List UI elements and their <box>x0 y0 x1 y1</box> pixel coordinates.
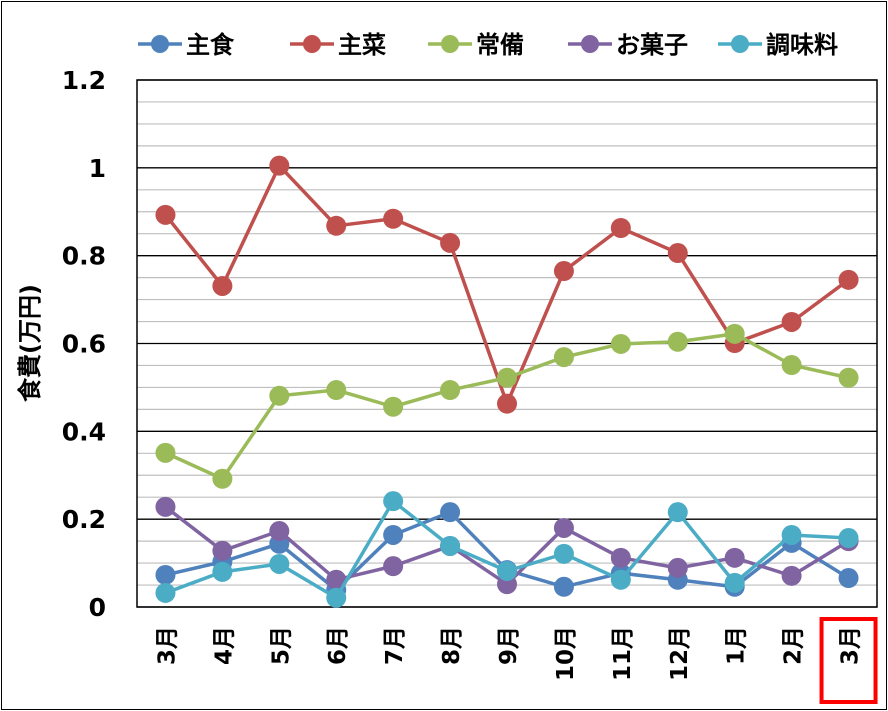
data-point <box>155 564 176 585</box>
data-point <box>440 380 461 401</box>
x-tick-label: 12月 <box>667 626 693 681</box>
data-point <box>724 547 745 568</box>
data-point <box>610 217 631 238</box>
data-point <box>440 232 461 253</box>
data-point <box>326 569 347 590</box>
legend-marker <box>303 35 321 53</box>
data-point <box>610 333 631 354</box>
legend-marker <box>581 35 599 53</box>
data-point <box>553 347 574 368</box>
data-point <box>667 331 688 352</box>
highlight-box <box>819 617 878 704</box>
data-point <box>212 275 233 296</box>
y-tick-label: 0.8 <box>62 242 106 271</box>
data-point <box>667 243 688 264</box>
data-point <box>155 582 176 603</box>
legend-label: 調味料 <box>766 31 838 59</box>
data-point <box>155 442 176 463</box>
legend-item: 調味料 <box>718 31 838 59</box>
y-tick-label: 0.2 <box>62 505 106 534</box>
legend-item: お菓子 <box>568 31 688 59</box>
data-point <box>269 521 290 542</box>
y-tick-label: 1 <box>89 154 106 183</box>
data-point <box>838 269 859 290</box>
data-point <box>440 502 461 523</box>
legend-marker <box>441 35 459 53</box>
legend-item: 主食 <box>138 31 235 59</box>
x-tick-label: 6月 <box>325 626 351 665</box>
x-tick-label: 2月 <box>781 626 807 665</box>
legend-label: お菓子 <box>616 31 688 59</box>
data-point <box>212 561 233 582</box>
legend-marker <box>731 35 749 53</box>
x-tick-label: 8月 <box>439 626 465 665</box>
y-tick-label: 0.4 <box>62 417 106 446</box>
legend-label: 主食 <box>186 31 235 59</box>
data-point <box>781 355 802 376</box>
data-point <box>326 587 347 608</box>
data-point <box>497 367 517 388</box>
data-point <box>326 380 347 401</box>
data-point <box>553 543 574 564</box>
data-point <box>497 393 517 414</box>
data-point <box>553 517 574 538</box>
data-point <box>838 568 859 589</box>
data-point <box>326 215 347 236</box>
data-point <box>610 569 631 590</box>
data-point <box>269 155 290 176</box>
legend-label: 常備 <box>476 31 524 59</box>
data-point <box>212 540 233 561</box>
data-point <box>383 524 404 545</box>
data-point <box>610 547 631 568</box>
data-point <box>667 557 688 578</box>
data-point <box>269 553 290 574</box>
data-point <box>383 208 404 229</box>
plot-area <box>136 79 878 608</box>
data-point <box>781 311 802 332</box>
legend-marker <box>151 35 169 53</box>
x-tick-label: 1月 <box>724 626 750 665</box>
data-point <box>553 261 574 282</box>
x-tick-label: 3月 <box>838 626 864 665</box>
legend-label: 主菜 <box>338 31 386 59</box>
data-point <box>269 385 290 406</box>
data-point <box>383 491 404 512</box>
data-point <box>838 528 859 549</box>
data-point <box>781 565 802 586</box>
legend-item: 常備 <box>428 31 524 59</box>
x-tick-label: 10月 <box>553 626 579 681</box>
y-tick-label: 0.6 <box>62 330 106 359</box>
y-axis-title: 食費(万円) <box>16 284 44 402</box>
data-point <box>724 572 745 593</box>
data-point <box>383 556 404 577</box>
x-tick-label: 5月 <box>268 626 294 665</box>
series-調味料 <box>155 491 859 608</box>
data-point <box>497 560 517 581</box>
data-point <box>553 576 574 597</box>
x-tick-label: 9月 <box>496 626 522 665</box>
y-tick-label: 0 <box>89 593 106 622</box>
data-point <box>212 468 233 489</box>
legend-item: 主菜 <box>290 31 386 59</box>
data-point <box>781 524 802 545</box>
data-point <box>155 204 176 225</box>
data-point <box>155 496 176 517</box>
y-tick-label: 1.2 <box>62 66 106 95</box>
x-tick-label: 4月 <box>211 626 237 665</box>
series-常備 <box>155 323 859 489</box>
data-point <box>838 367 859 388</box>
x-tick-label: 11月 <box>610 626 636 681</box>
x-tick-label: 3月 <box>154 626 180 665</box>
data-point <box>667 502 688 523</box>
data-point <box>383 396 404 417</box>
data-point <box>724 323 745 344</box>
data-point <box>440 535 461 556</box>
x-tick-label: 7月 <box>382 626 408 665</box>
